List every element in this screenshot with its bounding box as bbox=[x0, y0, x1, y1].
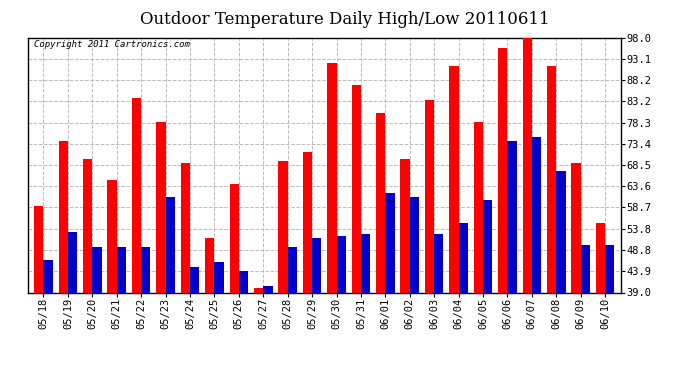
Bar bbox=[239, 271, 248, 292]
Bar bbox=[483, 200, 492, 292]
Bar bbox=[449, 66, 459, 292]
Text: Copyright 2011 Cartronics.com: Copyright 2011 Cartronics.com bbox=[34, 40, 190, 49]
Bar bbox=[312, 238, 322, 292]
Bar bbox=[547, 66, 556, 292]
Bar bbox=[327, 63, 337, 292]
Bar bbox=[352, 85, 361, 292]
Bar bbox=[532, 137, 541, 292]
Bar bbox=[303, 152, 312, 292]
Bar bbox=[215, 262, 224, 292]
Bar bbox=[337, 236, 346, 292]
Bar bbox=[605, 245, 614, 292]
Bar bbox=[425, 100, 434, 292]
Bar bbox=[288, 247, 297, 292]
Bar bbox=[474, 122, 483, 292]
Bar bbox=[92, 247, 101, 292]
Bar bbox=[254, 288, 264, 292]
Bar bbox=[556, 171, 566, 292]
Bar bbox=[157, 122, 166, 292]
Bar bbox=[166, 197, 175, 292]
Bar bbox=[181, 163, 190, 292]
Bar bbox=[230, 184, 239, 292]
Bar bbox=[522, 38, 532, 292]
Bar bbox=[264, 286, 273, 292]
Bar bbox=[141, 247, 150, 292]
Bar bbox=[596, 224, 605, 292]
Bar bbox=[410, 197, 419, 292]
Bar bbox=[361, 234, 371, 292]
Bar bbox=[571, 163, 581, 292]
Bar bbox=[581, 245, 590, 292]
Bar bbox=[59, 141, 68, 292]
Bar bbox=[376, 113, 385, 292]
Bar bbox=[132, 98, 141, 292]
Text: Outdoor Temperature Daily High/Low 20110611: Outdoor Temperature Daily High/Low 20110… bbox=[140, 11, 550, 28]
Bar bbox=[459, 224, 468, 292]
Bar bbox=[34, 206, 43, 292]
Bar bbox=[190, 267, 199, 292]
Bar bbox=[385, 193, 395, 292]
Bar bbox=[43, 260, 52, 292]
Bar bbox=[278, 160, 288, 292]
Bar bbox=[498, 48, 507, 292]
Bar bbox=[434, 234, 444, 292]
Bar bbox=[205, 238, 215, 292]
Bar bbox=[117, 247, 126, 292]
Bar bbox=[68, 232, 77, 292]
Bar bbox=[108, 180, 117, 292]
Bar bbox=[83, 159, 92, 292]
Bar bbox=[400, 159, 410, 292]
Bar bbox=[507, 141, 517, 292]
